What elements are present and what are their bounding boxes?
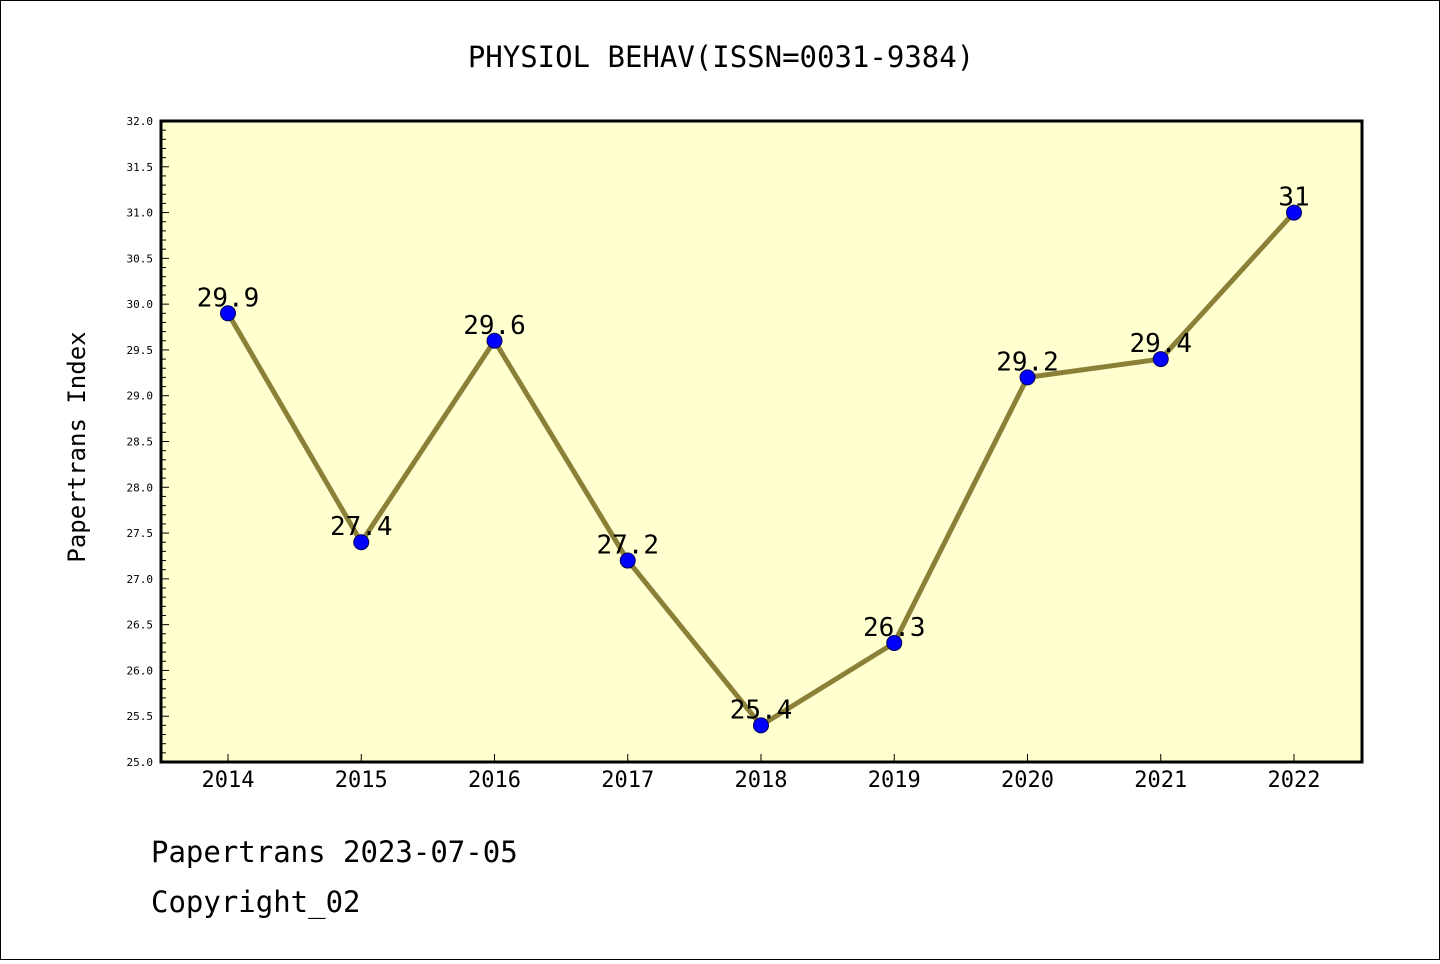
data-point <box>619 552 636 569</box>
footer-date: Papertrans 2023-07-05 <box>151 835 518 869</box>
y-tick-label: 27.5 <box>127 527 154 540</box>
data-label: 29.4 <box>1129 329 1192 359</box>
y-tick-label: 30.0 <box>127 298 154 311</box>
x-tick-label: 2017 <box>601 768 654 793</box>
data-label: 29.2 <box>996 347 1059 377</box>
y-tick-label: 31.5 <box>127 161 154 174</box>
data-point <box>753 717 769 734</box>
data-point <box>353 534 370 551</box>
chart-title: PHYSIOL BEHAV(ISSN=0031-9384) <box>468 40 974 74</box>
data-label: 25.4 <box>730 695 793 725</box>
data-point <box>1286 204 1302 221</box>
footer-copyright: Copyright_02 <box>151 885 361 919</box>
y-tick-label: 27.0 <box>127 573 154 586</box>
y-tick-label: 26.5 <box>127 619 154 632</box>
data-label: 31 <box>1278 183 1309 213</box>
y-axis-label: Papertrans Index <box>63 331 91 562</box>
x-tick-label: 2014 <box>202 768 255 793</box>
y-tick-label: 28.0 <box>127 481 154 494</box>
data-label: 29.9 <box>197 283 260 313</box>
y-tick-label: 30.5 <box>127 252 154 265</box>
data-label: 26.3 <box>863 613 926 643</box>
data-point <box>1152 351 1169 368</box>
x-tick-label: 2019 <box>868 768 921 793</box>
y-tick-label: 32.0 <box>127 115 154 128</box>
x-tick-label: 2022 <box>1268 768 1321 793</box>
plot-area <box>159 119 1364 764</box>
axis-ticks: 25.0 25.5 26.0 26.5 27.0 27.5 28.0 28.5 29.0 29.5… <box>127 115 1321 793</box>
data-point <box>886 634 903 651</box>
y-tick-label: 25.0 <box>127 756 154 769</box>
x-tick-label: 2016 <box>468 768 521 793</box>
y-tick-label: 26.0 <box>127 664 154 677</box>
x-tick-label: 2015 <box>335 768 388 793</box>
x-tick-label: 2018 <box>735 768 788 793</box>
y-tick-label: 31.0 <box>127 207 154 220</box>
data-labels: 29.9 27.4 29.6 27.2 25.4 26.3 29.2 29.4 31 <box>197 183 1310 726</box>
data-label: 27.4 <box>330 512 393 542</box>
y-tick-label: 25.5 <box>127 710 154 723</box>
data-label: 29.6 <box>463 311 526 341</box>
data-point <box>1019 369 1036 386</box>
y-tick-label: 29.5 <box>127 344 154 357</box>
y-tick-label: 29.0 <box>127 390 154 403</box>
data-point <box>220 305 236 322</box>
x-tick-label: 2021 <box>1134 768 1187 793</box>
y-tick-label: 28.5 <box>127 436 154 449</box>
series-layer <box>220 204 1302 734</box>
data-label: 27.2 <box>596 531 659 561</box>
x-tick-label: 2020 <box>1001 768 1054 793</box>
data-point <box>486 332 503 349</box>
